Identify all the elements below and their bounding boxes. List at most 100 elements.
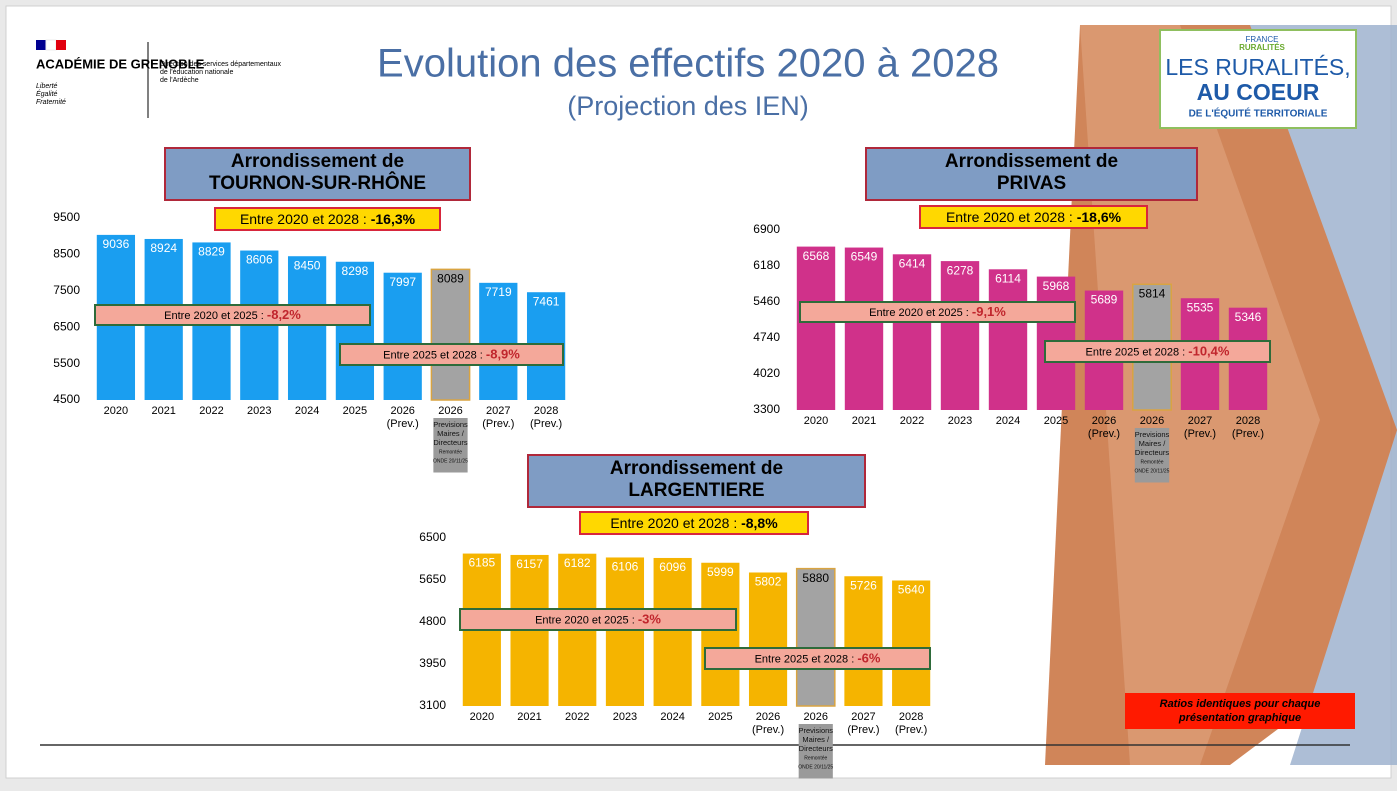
annotation-label: Entre 2020 et 2028 : — [946, 209, 1073, 225]
x-tick-label: 2027 — [486, 405, 510, 417]
x-tick-label: 2021 — [852, 415, 876, 427]
chart-title: Arrondissement de — [231, 151, 404, 172]
category-note: Previsions — [433, 420, 468, 429]
category-note: ONDE 20/11/25 — [798, 764, 833, 770]
x-tick-label: (Prev.) — [895, 724, 927, 736]
x-tick-label: 2021 — [151, 405, 175, 417]
x-tick-label: 2026 — [756, 711, 780, 723]
x-tick-label: 2026 — [438, 405, 462, 417]
value-label: 5535 — [1187, 300, 1214, 314]
chart-title-box — [865, 147, 1198, 201]
bar — [701, 562, 740, 706]
category-note: Previsions — [1135, 430, 1170, 439]
bar — [796, 246, 836, 410]
annotation: Entre 2020 et 2025 : -8,2% — [164, 307, 301, 322]
logo-top: RURALITÉS — [1239, 43, 1285, 52]
motto: Égalité — [36, 89, 58, 98]
annotation-box — [799, 301, 1076, 323]
x-tick-label: 2023 — [613, 711, 637, 723]
annotation-value: -16,3% — [371, 211, 416, 227]
x-tick-label: (Prev.) — [1088, 428, 1120, 440]
annotation: Entre 2025 et 2028 : -10,4% — [1086, 344, 1230, 359]
value-label: 5802 — [755, 575, 782, 589]
category-note: ONDE 20/11/25 — [1135, 468, 1170, 474]
bar — [605, 557, 645, 706]
bar — [892, 580, 931, 706]
category-note-box — [798, 724, 833, 779]
chart-title: TOURNON-SUR-RHÔNE — [209, 172, 426, 194]
annotation-box — [339, 343, 564, 366]
logo-line: LES RURALITÉS, — [1165, 54, 1350, 80]
chart-title: Arrondissement de — [945, 151, 1118, 172]
x-tick-label: 2027 — [851, 711, 875, 723]
logo-box — [1159, 29, 1357, 129]
annotation-box — [459, 608, 737, 631]
department: de l'Ardèche — [160, 77, 199, 84]
y-tick-label: 5460 — [753, 294, 780, 308]
value-label: 6278 — [947, 263, 974, 277]
category-note: Remontée — [1140, 459, 1163, 465]
annotation: Entre 2020 et 2025 : -3% — [535, 612, 661, 627]
logo-line: DE L'ÉQUITÉ TERRITORIALE — [1189, 107, 1328, 120]
value-label: 6157 — [516, 557, 543, 571]
x-tick-label: 2020 — [104, 405, 128, 417]
value-label: 8829 — [198, 245, 225, 259]
category-note: Maires / — [802, 735, 830, 744]
value-label: 6106 — [612, 560, 639, 574]
annotation-value: -8,8% — [741, 515, 778, 531]
value-label: 7997 — [389, 275, 416, 289]
x-tick-label: 2024 — [295, 405, 319, 417]
category-note: ONDE 20/11/25 — [433, 458, 468, 464]
value-label: 5814 — [1139, 286, 1166, 300]
bar — [940, 261, 980, 410]
category-note: Previsions — [798, 726, 833, 735]
category-note: Directeurs — [433, 438, 467, 447]
x-tick-label: 2021 — [517, 711, 541, 723]
category-note: Directeurs — [799, 744, 833, 753]
category-note-box — [1134, 428, 1170, 483]
department: de l'éducation nationale — [160, 69, 233, 76]
motto: Fraternité — [36, 99, 66, 106]
logo-line: AU COEUR — [1197, 79, 1320, 105]
logo: FRANCE RURALITÉS LES RURALITÉS, AU COEUR… — [1159, 29, 1357, 129]
y-tick-label: 4740 — [753, 330, 780, 344]
annotation: Entre 2020 et 2028 : -16,3% — [240, 211, 416, 227]
x-tick-label: 2020 — [804, 415, 828, 427]
category-note: Remontée — [804, 755, 827, 761]
category-note-box — [433, 418, 468, 473]
annotation: Entre 2020 et 2028 : -18,6% — [946, 209, 1122, 225]
department: Direction des services départementaux — [160, 61, 282, 68]
x-tick-label: 2024 — [996, 415, 1020, 427]
x-tick-label: 2022 — [199, 405, 223, 417]
annotation-box — [214, 207, 441, 231]
annotation-label: Entre 2020 et 2028 : — [610, 515, 737, 531]
y-tick-label: 6500 — [53, 319, 80, 333]
annotation-box — [919, 205, 1148, 229]
value-label: 6185 — [468, 556, 495, 570]
chart-title-box — [164, 147, 471, 201]
value-label: 8298 — [342, 264, 369, 278]
annotation-label: Entre 2025 et 2028 : — [755, 653, 855, 665]
x-tick-label: (Prev.) — [1232, 428, 1264, 440]
x-tick-label: (Prev.) — [1184, 428, 1216, 440]
annotation-label: Entre 2020 et 2025 : — [164, 310, 264, 322]
value-label: 6549 — [851, 250, 878, 264]
x-tick-label: 2025 — [708, 711, 732, 723]
y-tick-label: 9500 — [53, 210, 80, 224]
x-tick-label: 2025 — [1044, 415, 1068, 427]
footnote-box — [1125, 693, 1355, 729]
value-label: 5880 — [802, 571, 829, 585]
value-label: 5346 — [1235, 310, 1262, 324]
x-tick-label: 2028 — [1236, 415, 1260, 427]
bar — [479, 282, 518, 400]
annotation-value: -6% — [857, 651, 881, 666]
y-tick-label: 5500 — [53, 356, 80, 370]
x-tick-label: 2026 — [1140, 415, 1164, 427]
x-tick-label: 2028 — [899, 711, 923, 723]
bar — [892, 254, 932, 410]
bar — [287, 256, 327, 400]
value-label: 8924 — [150, 241, 177, 255]
x-tick-label: (Prev.) — [482, 418, 514, 430]
